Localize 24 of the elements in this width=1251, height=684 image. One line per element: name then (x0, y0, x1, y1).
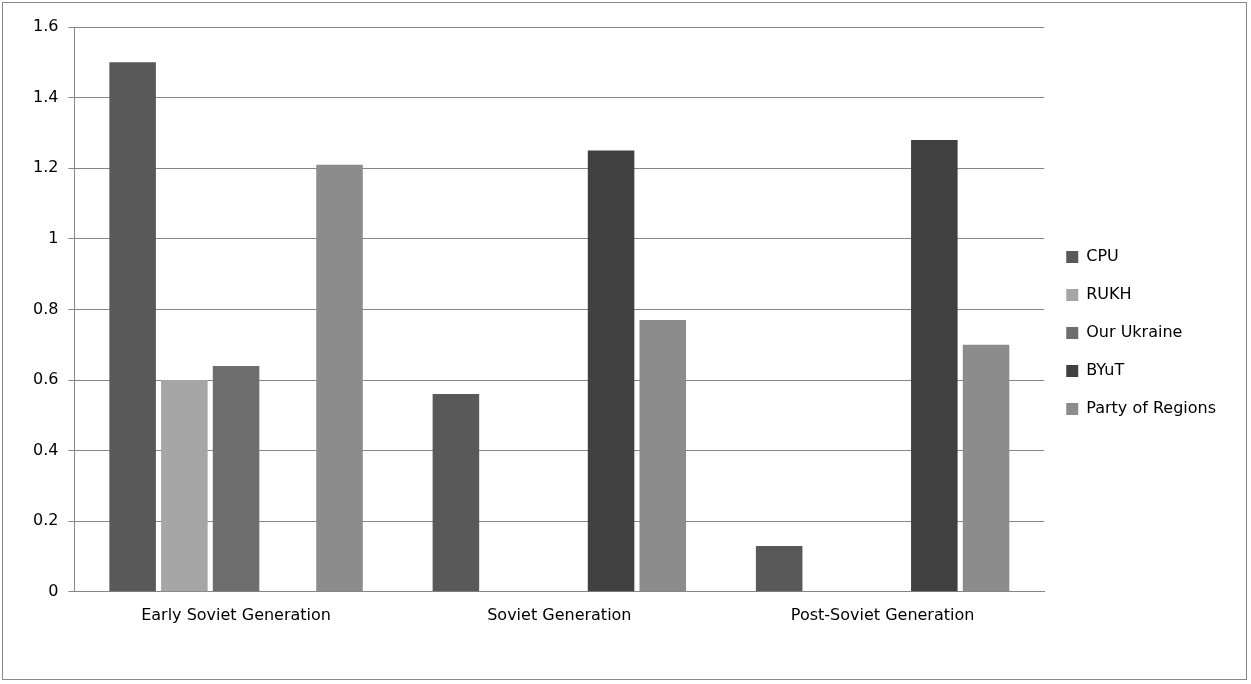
y-tick-label: 1.2 (32, 157, 59, 177)
bar (212, 365, 260, 592)
bar (161, 380, 208, 592)
legend-label: Party of Regions (1086, 398, 1217, 418)
y-tick-label: 1.4 (32, 86, 59, 106)
x-tick-label: Soviet Generation (487, 604, 632, 624)
x-tick-label: Early Soviet Generation (141, 604, 331, 624)
legend-label: CPU (1086, 246, 1119, 266)
y-tick-label: 0.4 (32, 439, 59, 459)
legend-label: BYuT (1086, 360, 1125, 380)
bar (587, 150, 635, 592)
y-tick-label: 0 (48, 580, 59, 600)
bar (432, 394, 480, 592)
y-tick-label: 0.8 (32, 298, 59, 318)
legend-label: Our Ukraine (1086, 322, 1183, 342)
bar (109, 62, 156, 592)
bar (755, 545, 803, 592)
y-tick-label: 0.2 (32, 510, 59, 530)
y-tick-label: 0.6 (32, 369, 59, 389)
y-tick-label: 1.6 (32, 16, 59, 36)
y-tick-label: 1 (48, 227, 59, 247)
legend-label: RUKH (1086, 284, 1132, 304)
x-tick-label: Post-Soviet Generation (790, 604, 975, 624)
bar (911, 139, 958, 592)
